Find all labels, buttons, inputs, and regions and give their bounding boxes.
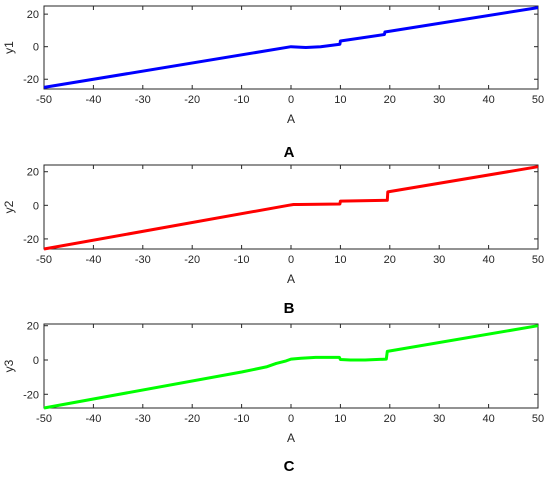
y-axis-label: y2 xyxy=(2,200,16,213)
x-tick-label: 30 xyxy=(433,413,445,425)
x-tick-label: 10 xyxy=(334,413,346,425)
x-tick-label: -10 xyxy=(234,413,250,425)
x-tick-label: -40 xyxy=(85,94,101,106)
x-tick-label: -50 xyxy=(36,94,52,106)
x-tick-label: 40 xyxy=(482,413,494,425)
y-tick-label: 0 xyxy=(33,355,39,367)
chart-panel-b: -50 -40 -30 -20 -10 0 10 20 30 40 50 -20 0 20 Ay2 B xyxy=(2,164,544,317)
x-tick-label: -40 xyxy=(85,413,101,425)
panel-caption: B xyxy=(284,300,295,317)
x-tick-label: 10 xyxy=(334,254,346,266)
x-tick-label: -50 xyxy=(36,254,52,266)
x-tick-label: -30 xyxy=(135,94,151,106)
chart-panel-c: -50 -40 -30 -20 -10 0 10 20 30 40 50 -20 0 20 Ay3 C xyxy=(2,321,544,475)
x-axis-label: A xyxy=(287,272,295,286)
x-axis-label: A xyxy=(287,112,295,126)
x-tick-label: 10 xyxy=(334,94,346,106)
y-tick-label: -20 xyxy=(23,74,39,86)
x-tick-label: 40 xyxy=(482,254,494,266)
y-axis-label: y1 xyxy=(2,41,16,54)
series-line-y3 xyxy=(43,324,539,410)
series-line-y2 xyxy=(43,165,539,251)
y-tick-label: 0 xyxy=(33,200,39,212)
x-tick-label: 50 xyxy=(532,94,544,106)
x-tick-label: -20 xyxy=(184,413,200,425)
y-axis-label: y3 xyxy=(2,359,16,372)
x-tick-label: -30 xyxy=(135,254,151,266)
x-tick-label: -20 xyxy=(184,94,200,106)
x-tick-label: 20 xyxy=(384,254,396,266)
y-tick-label: 20 xyxy=(27,9,39,21)
axes-box xyxy=(43,323,539,409)
x-tick-label: -30 xyxy=(135,413,151,425)
x-tick-label: 30 xyxy=(433,254,445,266)
y-tick-label: -20 xyxy=(23,389,39,401)
x-tick-label: 0 xyxy=(288,94,294,106)
y-tick-label: 0 xyxy=(33,42,39,54)
series-line-y1 xyxy=(43,6,539,89)
panel-caption: A xyxy=(284,144,295,161)
x-tick-label: -10 xyxy=(234,94,250,106)
x-tick-label: 50 xyxy=(532,413,544,425)
y-tick-label: 20 xyxy=(27,321,39,333)
x-tick-label: 20 xyxy=(384,413,396,425)
x-tick-label: 20 xyxy=(384,94,396,106)
chart-panel-a: -50 -40 -30 -20 -10 0 10 20 30 40 50 -20 0 20 Ay1 A xyxy=(2,5,544,161)
x-tick-label: -10 xyxy=(234,254,250,266)
x-tick-label: -40 xyxy=(85,254,101,266)
x-tick-label: -20 xyxy=(184,254,200,266)
x-tick-label: 0 xyxy=(288,413,294,425)
y-tick-label: -20 xyxy=(23,234,39,246)
x-tick-label: 40 xyxy=(482,94,494,106)
y-tick-label: 20 xyxy=(27,167,39,179)
x-tick-label: 30 xyxy=(433,94,445,106)
x-tick-label: 50 xyxy=(532,254,544,266)
panel-caption: C xyxy=(284,458,295,475)
x-tick-label: -50 xyxy=(36,413,52,425)
x-tick-label: 0 xyxy=(288,254,294,266)
x-axis-label: A xyxy=(287,431,295,445)
